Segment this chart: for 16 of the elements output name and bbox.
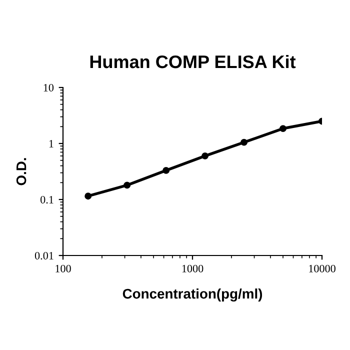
- chart-title: Human COMP ELISA Kit: [90, 54, 296, 68]
- point: [84, 192, 92, 200]
- point: [280, 125, 286, 132]
- x-tick-label: 100: [56, 264, 71, 272]
- point: [124, 182, 131, 189]
- y-tick-label: 0.1: [40, 196, 54, 204]
- point: [162, 166, 170, 174]
- point: [202, 152, 209, 160]
- y-axis-title: O.D.: [16, 158, 26, 186]
- x-tick-label: 1000: [182, 264, 204, 272]
- y-tick-label: 0.01: [34, 252, 54, 260]
- x-tick-label: 10000: [309, 264, 336, 272]
- y-tick-label: 1: [49, 140, 54, 148]
- point: [240, 138, 248, 146]
- x-axis-title: Concentration(pg/ml): [122, 288, 262, 302]
- y-tick-label: 10: [44, 84, 54, 92]
